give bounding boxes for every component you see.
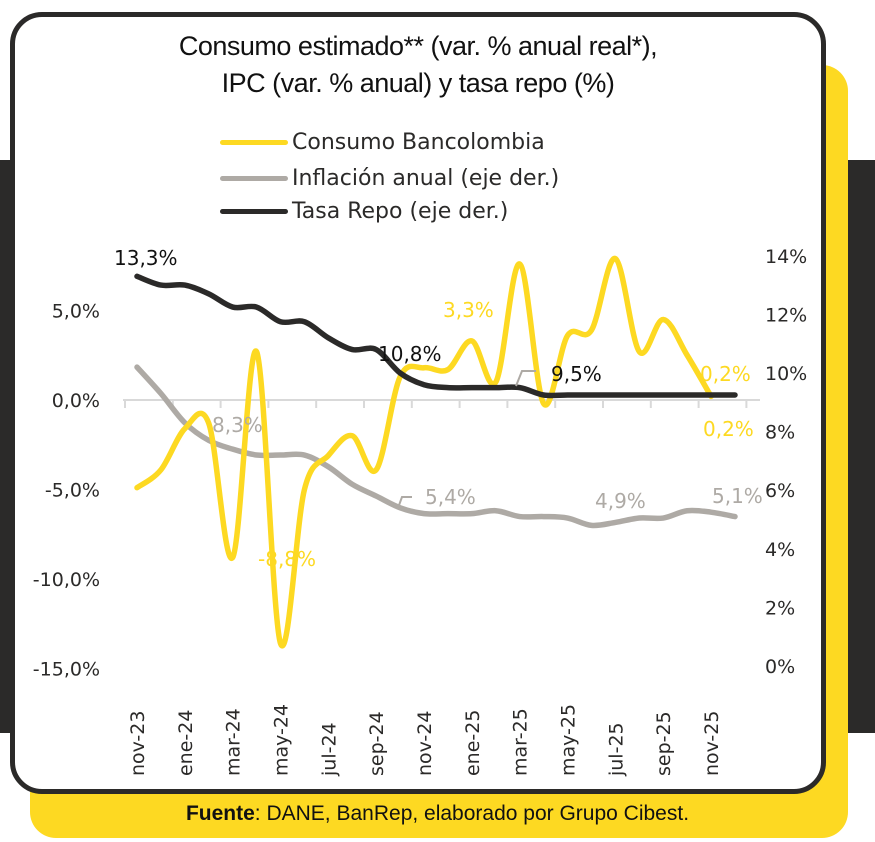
source-label: Fuente [185,802,255,825]
data-label: -8,8% [258,547,316,571]
data-label: 5,4% [425,485,476,509]
legend-label: Tasa Repo (eje der.) [292,199,509,224]
series-line-consumo [134,255,714,649]
right-axis-tick-label: 4% [765,539,795,561]
data-label: 10,8% [378,342,442,366]
legend-item-consumo: Consumo Bancolombia [220,130,545,155]
left-axis-tick-label: 0,0% [52,390,100,412]
data-label: 8,3% [212,413,263,437]
title-line-1: Consumo estimado** (var. % anual real*), [178,31,658,61]
legend-swatch [220,140,288,145]
legend-swatch [220,209,288,214]
right-axis-tick-label: 2% [765,597,795,619]
data-label: 3,3% [443,298,494,322]
x-axis-tick-label: jul-24 [318,722,340,777]
right-axis-tick-label: 6% [765,480,795,502]
right-axis-tick-label: 10% [765,363,807,385]
right-axis-tick-label: 0% [765,656,795,678]
left-axis-tick-label: -5,0% [45,480,100,502]
x-axis-tick-label: sep-25 [653,711,675,776]
x-axis-tick-label: mar-24 [223,708,245,776]
legend-label: Consumo Bancolombia [292,130,545,155]
x-axis-tick-label: may-24 [271,704,293,776]
data-label: 0,2% [700,362,751,386]
x-axis-tick-label: mar-25 [510,708,532,776]
x-axis-tick-label: nov-25 [701,711,723,776]
left-axis-tick-label: 5,0% [52,301,100,323]
data-label: 4,9% [595,489,646,513]
chart-card [10,12,826,794]
chart-title: Consumo estimado** (var. % anual real*),… [0,28,836,102]
x-axis-tick-label: ene-25 [462,710,484,776]
right-axis-tick-label: 8% [765,422,795,444]
x-axis-tick-label: jul-25 [605,722,627,777]
series-line-inflacion [134,364,738,529]
source-footer: Fuente: DANE, BanRep, elaborado por Grup… [0,802,875,826]
x-axis-tick-label: nov-23 [127,711,149,776]
legend-label: Inflación anual (eje der.) [292,166,560,191]
annotation-leader [515,370,536,387]
x-axis-tick-label: may-25 [558,704,580,776]
legend-item-repo: Tasa Repo (eje der.) [220,199,508,224]
source-text: : DANE, BanRep, elaborado por Grupo Cibe… [254,802,690,825]
x-axis-tick-label: ene-24 [175,710,197,776]
right-dark-band [848,160,875,733]
data-label: 9,5% [551,362,602,386]
data-label: 5,1% [712,484,763,508]
data-label: 0,2% [703,417,754,441]
right-axis-tick-label: 14% [765,246,807,268]
left-axis-tick-label: -10,0% [33,569,100,591]
legend-swatch [220,176,288,181]
x-axis-tick-label: nov-24 [414,711,436,776]
right-axis-tick-label: 12% [765,304,807,326]
annotation-leader [397,496,412,509]
left-axis-tick-label: -15,0% [33,659,100,681]
legend-item-inflacion: Inflación anual (eje der.) [220,166,559,191]
x-axis-tick-label: sep-24 [366,711,388,776]
title-line-2: IPC (var. % anual) y tasa repo (%) [221,68,615,98]
data-label: 13,3% [114,246,178,270]
series-line-repo [134,273,738,399]
